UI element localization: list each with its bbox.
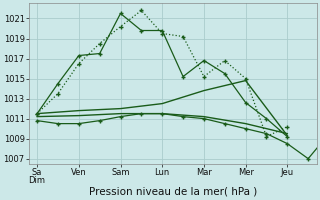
X-axis label: Pression niveau de la mer( hPa ): Pression niveau de la mer( hPa ) — [89, 187, 257, 197]
